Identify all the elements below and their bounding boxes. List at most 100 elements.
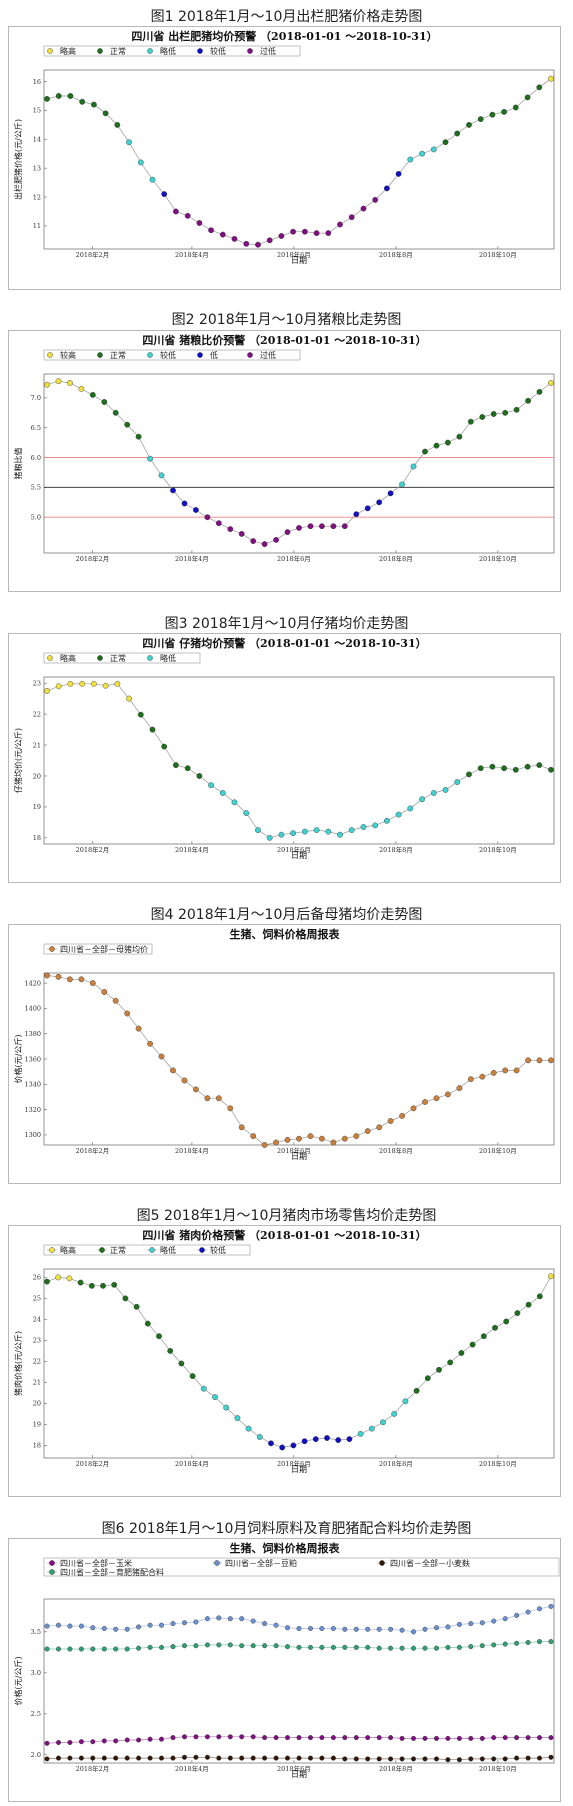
- data-point: [376, 1756, 382, 1762]
- data-point: [215, 520, 222, 527]
- data-point: [78, 1739, 84, 1745]
- data-point: [208, 227, 215, 234]
- figure-4-caption: 图4 2018年1月～10月后备母猪均价走势图: [150, 907, 423, 923]
- data-point: [422, 1099, 428, 1105]
- data-point: [219, 231, 226, 238]
- data-point: [296, 1135, 302, 1142]
- legend-marker: [197, 352, 203, 358]
- legend-label: 过低: [260, 46, 276, 56]
- plot-area: [43, 676, 555, 845]
- data-point: [90, 1646, 96, 1652]
- y-tick-label: 18: [33, 1442, 41, 1450]
- data-point: [91, 101, 97, 108]
- data-point: [113, 1755, 119, 1761]
- data-point: [204, 1642, 210, 1648]
- data-point: [147, 1736, 153, 1742]
- data-point: [290, 830, 296, 837]
- data-point: [395, 811, 402, 818]
- data-point: [44, 1646, 50, 1652]
- figure-3-caption: 图3 2018年1月～10月仔猪均价走势图: [164, 616, 409, 632]
- data-point: [78, 976, 85, 983]
- data-point: [364, 1128, 371, 1135]
- data-point: [490, 411, 497, 417]
- data-point: [273, 536, 279, 543]
- y-axis-label: 猪肉价格(元/公斤): [13, 1331, 23, 1396]
- legend-marker: [99, 1247, 105, 1253]
- data-point: [266, 834, 273, 841]
- data-point: [433, 1095, 440, 1102]
- legend-marker: [214, 1560, 220, 1566]
- legend-marker: [49, 1247, 55, 1253]
- data-point: [318, 523, 325, 530]
- data-point: [376, 1124, 383, 1131]
- chart-5: 四川省 猪肉价格预警 （2018-01-01 ～2018-10-31） 略高 正常 略…: [13, 1228, 555, 1474]
- x-tick-label: 2018年4月: [175, 1459, 209, 1468]
- data-point: [67, 93, 74, 99]
- data-point: [216, 1615, 222, 1621]
- y-axis-label: 价格(元/公斤): [13, 1035, 23, 1084]
- y-axis-label: 仔猪均价(元/公斤): [13, 728, 23, 793]
- data-point: [184, 212, 191, 219]
- data-point: [227, 1642, 233, 1648]
- data-point: [525, 1639, 531, 1645]
- x-tick-label: 2018年10月: [479, 1459, 517, 1468]
- data-point: [227, 1734, 233, 1740]
- data-point: [548, 1603, 554, 1609]
- legend-marker: [197, 48, 203, 54]
- data-point: [266, 237, 273, 244]
- data-point: [161, 191, 168, 198]
- x-tick-label: 2018年6月: [277, 554, 311, 563]
- data-point: [456, 1621, 462, 1627]
- data-point: [301, 828, 308, 835]
- data-point: [319, 1735, 325, 1741]
- x-tick-label: 2018年10月: [479, 845, 517, 854]
- data-point: [318, 1135, 325, 1142]
- y-tick-label: 11: [33, 222, 41, 230]
- data-point: [101, 399, 108, 405]
- data-point: [491, 1642, 497, 1648]
- data-point: [285, 1755, 291, 1761]
- y-tick-label: 14: [33, 136, 41, 144]
- data-point: [456, 433, 463, 440]
- data-point: [388, 1626, 394, 1632]
- legend-marker: [379, 1560, 385, 1566]
- data-point: [445, 1624, 451, 1630]
- data-point: [178, 1360, 185, 1367]
- data-point: [181, 1620, 187, 1626]
- legend-marker: [147, 655, 153, 661]
- legend-marker: [97, 655, 103, 661]
- data-point: [56, 1646, 62, 1652]
- legend-box: [43, 1557, 560, 1577]
- data-point: [273, 1139, 279, 1146]
- data-point: [238, 530, 245, 537]
- data-point: [548, 766, 554, 773]
- data-point: [78, 386, 85, 392]
- data-point: [436, 1366, 442, 1373]
- data-point: [184, 765, 191, 772]
- data-point: [325, 828, 332, 835]
- data-point: [262, 1643, 268, 1649]
- data-point: [158, 1644, 164, 1650]
- data-point: [319, 1644, 325, 1650]
- data-point: [537, 1639, 543, 1645]
- data-point: [101, 1625, 107, 1631]
- x-axis-label: 日期: [291, 1152, 307, 1161]
- data-point: [67, 680, 74, 687]
- data-point: [147, 1644, 153, 1650]
- data-point: [501, 109, 507, 115]
- data-point: [467, 1076, 474, 1083]
- data-point: [227, 526, 234, 533]
- data-point: [353, 1735, 359, 1741]
- data-point: [170, 1067, 176, 1074]
- y-tick-label: 1420: [24, 979, 41, 987]
- x-tick-label: 2018年6月: [277, 1146, 311, 1155]
- data-point: [193, 1734, 199, 1740]
- legend-box: [43, 349, 301, 361]
- legend-label: 略低: [160, 46, 176, 56]
- data-point: [410, 1105, 417, 1112]
- legend-marker: [49, 1560, 55, 1566]
- data-point: [114, 122, 121, 128]
- data-point: [307, 523, 314, 530]
- data-point: [319, 1755, 325, 1761]
